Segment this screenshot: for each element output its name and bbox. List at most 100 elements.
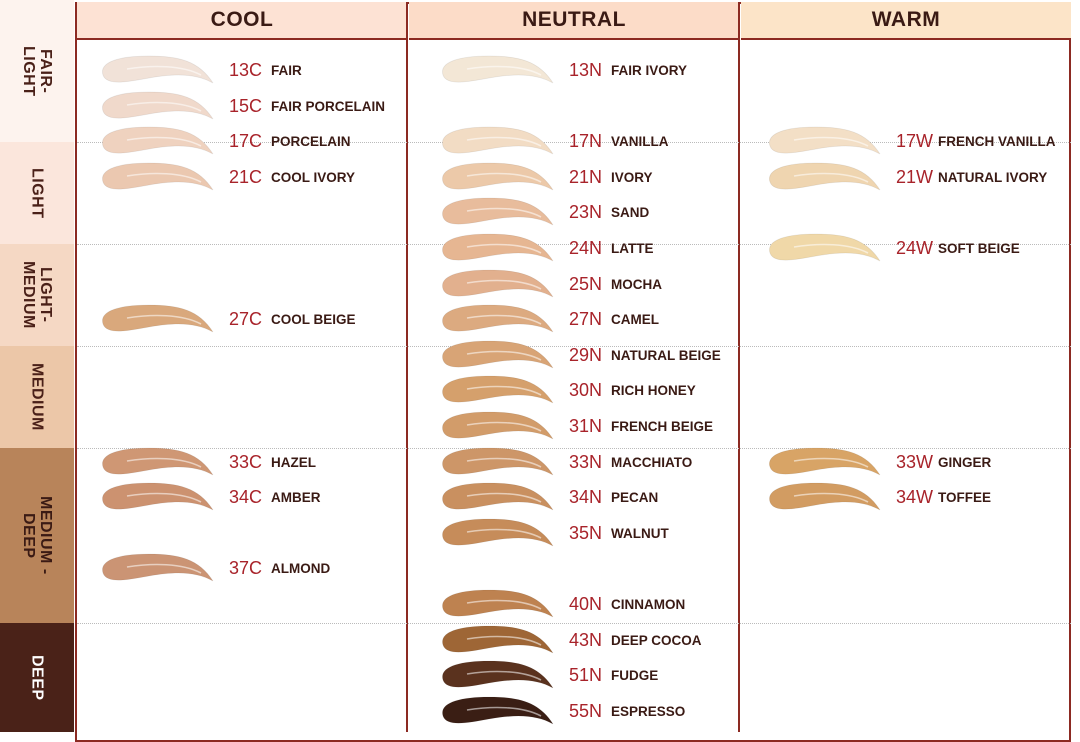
shade-code: 24N: [569, 238, 603, 258]
shade-name: ESPRESSO: [611, 703, 686, 719]
shade-code: 24W: [896, 238, 934, 258]
swatch-icon: [442, 197, 554, 226]
shade-code: 31N: [569, 416, 603, 436]
swatch-icon: [102, 55, 214, 84]
shade-name: FAIR IVORY: [611, 63, 688, 78]
category-label: LIGHT: [28, 167, 46, 219]
category-divider: [77, 142, 1071, 143]
swatch-icon: [442, 304, 554, 333]
swatch-icon: [102, 447, 214, 475]
shade-name: MOCHA: [611, 276, 662, 292]
shade-code: 17C: [229, 131, 263, 152]
shade-code: 17W: [896, 131, 934, 152]
swatch-icon: [769, 447, 881, 475]
category-band: MEDIUM - DEEP: [0, 448, 74, 623]
shade-name: FAIR PORCELAIN: [271, 98, 386, 114]
category-label: FAIR- LIGHT: [20, 45, 54, 97]
swatch-icon: [769, 162, 881, 191]
category-band: MEDIUM: [0, 346, 74, 448]
swatch-icon: [102, 482, 214, 511]
shade-code: 33C: [229, 451, 263, 472]
category-band: FAIR- LIGHT: [0, 0, 74, 142]
shade-code: 43N: [569, 629, 603, 650]
swatch-icon: [102, 304, 214, 333]
shade-name: RICH HONEY: [611, 383, 696, 399]
category-divider: [77, 244, 1071, 245]
shade-code: 35N: [569, 522, 603, 543]
shade-code: 29N: [569, 344, 603, 365]
category-label: DEEP: [28, 654, 46, 701]
shade-code: 25N: [569, 273, 603, 294]
shade-name: FRENCH BEIGE: [611, 419, 714, 434]
shade-code: 30N: [569, 380, 603, 401]
swatch-icon: [442, 660, 554, 689]
swatch-icon: [442, 482, 554, 511]
shade-name: SOFT BEIGE: [938, 241, 1020, 256]
swatch-icon: [442, 447, 554, 475]
category-label: MEDIUM - DEEP: [20, 496, 54, 575]
swatch-icon: [442, 375, 554, 404]
shade-code: 34N: [569, 487, 603, 508]
swatch-icon: [442, 589, 554, 618]
shade-name: COOL IVORY: [271, 169, 356, 185]
swatch-icon: [769, 482, 881, 511]
shade-code: 34C: [229, 487, 263, 508]
shade-name: FRENCH VANILLA: [938, 134, 1056, 150]
swatch-icon: [442, 625, 554, 653]
shade-name: HAZEL: [271, 454, 316, 470]
category-divider: [77, 346, 1071, 347]
shade-code: 21W: [896, 166, 934, 187]
swatch-icon: [442, 126, 554, 155]
shade-name: GINGER: [938, 454, 992, 470]
shade-name: NATURAL IVORY: [938, 169, 1048, 185]
swatch-icon: [442, 340, 554, 369]
shade-code: 21N: [569, 166, 603, 187]
shade-code: 17N: [569, 131, 603, 152]
shade-name: ALMOND: [271, 561, 331, 577]
category-divider: [77, 448, 1071, 449]
shade-name: COOL BEIGE: [271, 312, 356, 328]
shade-name: TOFFEE: [938, 490, 992, 506]
column-divider: [738, 2, 740, 732]
shade-name: DEEP COCOA: [611, 632, 702, 648]
shade-code: 23N: [569, 202, 603, 223]
shade-code: 33N: [569, 451, 603, 472]
shade-code: 33W: [896, 451, 934, 472]
shade-code: 13C: [229, 60, 263, 80]
swatch-icon: [442, 411, 554, 440]
shade-code: 27C: [229, 309, 263, 330]
swatch-icon: [769, 126, 881, 155]
swatch-icon: [442, 269, 554, 297]
category-band: LIGHT- MEDIUM: [0, 244, 74, 346]
shade-name: SAND: [611, 205, 650, 221]
shade-code: 21C: [229, 166, 263, 187]
shade-name: FAIR: [271, 63, 302, 78]
swatch-icon: [102, 553, 214, 582]
shade-code: 51N: [569, 665, 603, 686]
category-band: DEEP: [0, 623, 74, 732]
category-label: MEDIUM: [28, 363, 46, 431]
column-header-warm: WARM: [741, 2, 1071, 40]
category-band: LIGHT: [0, 142, 74, 244]
swatch-icon: [442, 233, 554, 262]
shade-name: FUDGE: [611, 668, 659, 684]
shade-name: CAMEL: [611, 312, 659, 328]
shade-code: 37C: [229, 558, 263, 579]
shade-name: WALNUT: [611, 525, 669, 541]
swatch-icon: [102, 162, 214, 191]
category-divider: [77, 623, 1071, 624]
shade-name: MACCHIATO: [611, 454, 693, 470]
shade-name: PECAN: [611, 490, 659, 506]
shade-name: PORCELAIN: [271, 134, 351, 150]
shade-name: IVORY: [611, 169, 653, 185]
column-header-cool: COOL: [77, 2, 407, 40]
shade-code: 40N: [569, 594, 603, 614]
swatch-icon: [442, 162, 554, 191]
shade-code: 27N: [569, 309, 603, 330]
shade-name: CINNAMON: [611, 597, 686, 612]
column-divider: [406, 2, 408, 732]
shade-name: AMBER: [271, 490, 321, 506]
swatch-icon: [102, 126, 214, 155]
swatch-icon: [442, 55, 554, 84]
swatch-icon: [442, 696, 554, 725]
